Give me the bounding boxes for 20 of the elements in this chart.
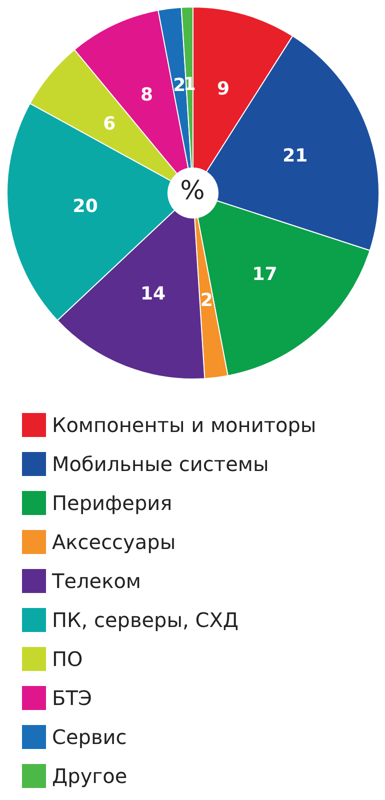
legend-label: Аксессуары bbox=[52, 530, 176, 554]
legend-label: БТЭ bbox=[52, 686, 92, 710]
data-label: 17 bbox=[252, 264, 278, 285]
legend-label: Компоненты и мониторы bbox=[52, 413, 316, 437]
legend-label: Другое bbox=[52, 764, 128, 788]
data-label: 6 bbox=[103, 113, 116, 134]
data-label: 2 bbox=[173, 74, 186, 96]
legend-label: ПК, серверы, СХД bbox=[52, 608, 239, 632]
data-label: 20 bbox=[72, 196, 98, 218]
data-label: 8 bbox=[140, 84, 154, 106]
data-label: 2 bbox=[200, 290, 213, 312]
text: % bbox=[180, 176, 205, 206]
legend-label: Телеком bbox=[51, 569, 142, 593]
legend-label: Мобильные системы bbox=[52, 452, 269, 476]
legend-label: ПО bbox=[52, 647, 83, 671]
legend-label: Сервис bbox=[52, 725, 127, 749]
data-label: 21 bbox=[282, 146, 308, 167]
data-label: 14 bbox=[140, 283, 166, 304]
data-label: 9 bbox=[217, 78, 230, 100]
legend-label: Периферия bbox=[52, 491, 172, 515]
